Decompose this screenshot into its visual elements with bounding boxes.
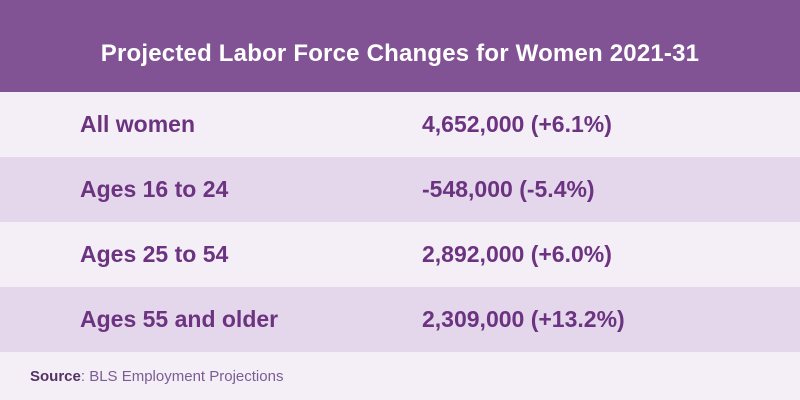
page-title: Projected Labor Force Changes for Women …: [100, 40, 700, 67]
row-label: Ages 25 to 54: [80, 241, 229, 267]
source-text: : BLS Employment Projections: [80, 367, 284, 385]
source-footer: Source: BLS Employment Projections: [0, 352, 800, 400]
source-label: Source: [30, 367, 81, 385]
data-table: All women 4,652,000 (+6.1%) Ages 16 to 2…: [0, 92, 800, 352]
row-value: 2,892,000 (+6.0%): [422, 241, 612, 267]
row-value: 2,309,000 (+13.2%): [422, 306, 625, 332]
table-row: All women 4,652,000 (+6.1%): [0, 92, 800, 157]
table-row: Ages 55 and older 2,309,000 (+13.2%): [0, 287, 800, 352]
row-label: Ages 55 and older: [80, 306, 279, 332]
header-band: Projected Labor Force Changes for Women …: [0, 0, 800, 92]
table-row: Ages 16 to 24 -548,000 (-5.4%): [0, 157, 800, 222]
table-row: Ages 25 to 54 2,892,000 (+6.0%): [0, 222, 800, 287]
row-label: Ages 16 to 24: [80, 176, 229, 202]
row-label: All women: [80, 111, 196, 137]
row-value: 4,652,000 (+6.1%): [422, 111, 612, 137]
row-value: -548,000 (-5.4%): [422, 176, 595, 202]
